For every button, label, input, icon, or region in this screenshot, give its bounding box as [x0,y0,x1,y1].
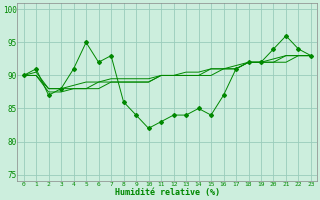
X-axis label: Humidité relative (%): Humidité relative (%) [115,188,220,197]
